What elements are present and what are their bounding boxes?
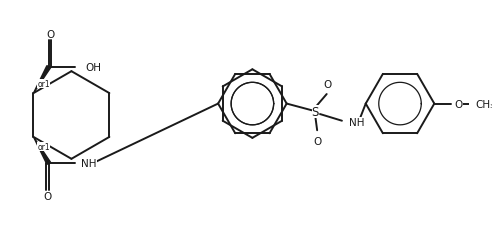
Text: O: O (46, 30, 54, 40)
Text: O: O (324, 80, 332, 90)
Text: O: O (313, 136, 321, 146)
Text: NH: NH (349, 117, 364, 127)
Text: NH: NH (81, 159, 96, 169)
Text: S: S (311, 105, 319, 118)
Text: or1: or1 (37, 142, 50, 151)
Text: O: O (43, 191, 52, 201)
Text: O: O (454, 99, 462, 109)
Polygon shape (33, 66, 51, 94)
Text: CH₃: CH₃ (475, 99, 492, 109)
Text: OH: OH (85, 62, 101, 72)
Text: or1: or1 (37, 80, 50, 89)
Polygon shape (33, 137, 51, 165)
